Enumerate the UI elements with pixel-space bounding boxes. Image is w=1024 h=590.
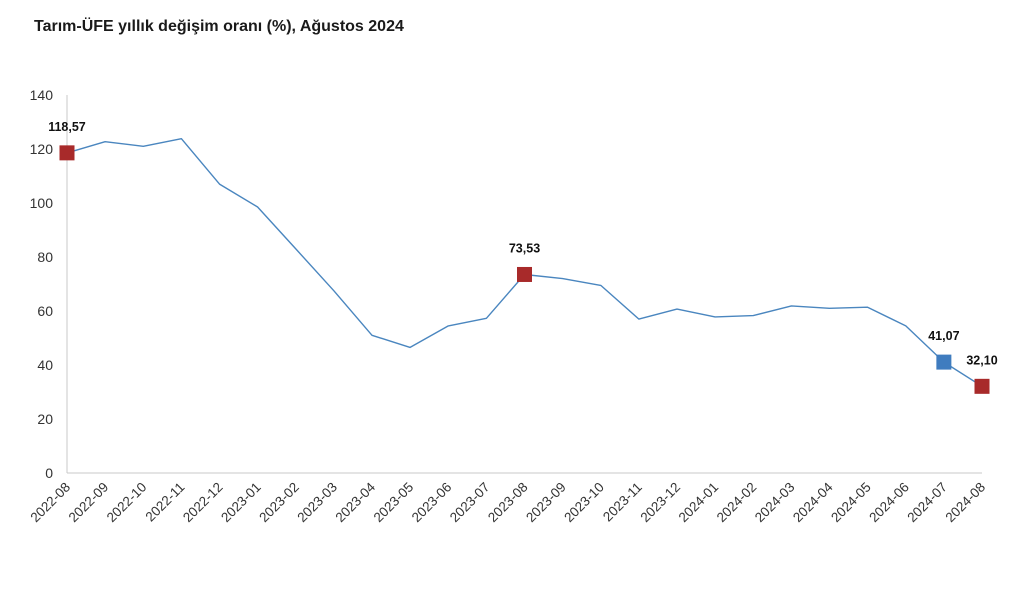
x-tick-label: 2024-05 <box>828 480 874 526</box>
x-tick-label: 2023-03 <box>294 480 340 526</box>
highlight-markers <box>59 145 990 394</box>
y-tick-label: 40 <box>37 357 53 373</box>
x-tick-label: 2023-11 <box>600 480 645 525</box>
y-tick-label: 60 <box>37 303 53 319</box>
x-tick-label: 2024-07 <box>904 480 950 526</box>
x-tick-label: 2023-05 <box>371 480 417 526</box>
y-tick-label: 0 <box>45 465 53 481</box>
data-label: 118,57 <box>48 120 86 134</box>
data-labels: 118,57 73,53 41,07 32,10 <box>48 120 997 367</box>
x-tick-label: 2023-12 <box>637 480 683 526</box>
x-tick-label: 2022-09 <box>66 480 112 526</box>
x-tick-label: 2024-04 <box>790 479 836 525</box>
data-label: 41,07 <box>928 329 959 343</box>
y-tick-label: 140 <box>30 87 54 103</box>
x-tick-label: 2024-03 <box>752 480 798 526</box>
y-tick-label: 20 <box>37 411 53 427</box>
x-tick-label: 2023-07 <box>447 480 493 526</box>
data-label: 32,10 <box>966 353 997 367</box>
x-tick-label: 2023-02 <box>256 480 302 526</box>
x-tick-label: 2023-10 <box>561 480 607 526</box>
highlight-marker <box>517 266 532 282</box>
highlight-marker <box>59 145 75 161</box>
x-tick-label: 2023-01 <box>218 480 264 526</box>
x-tick-label: 2022-10 <box>104 480 150 526</box>
x-tick-label: 2024-06 <box>866 480 912 526</box>
x-tick-label: 2023-09 <box>523 480 569 526</box>
y-tick-labels: 0 20 40 60 80 100 120 140 <box>30 87 54 481</box>
x-tick-label: 2022-12 <box>180 480 226 526</box>
x-tick-label: 2024-08 <box>942 480 988 526</box>
highlight-marker <box>974 378 990 394</box>
x-tick-label: 2024-02 <box>714 480 760 526</box>
series-line <box>66 137 983 387</box>
x-tick-label: 2023-08 <box>485 480 531 526</box>
data-label: 73,53 <box>509 241 540 255</box>
chart-title: Tarım-ÜFE yıllık değişim oranı (%), Ağus… <box>34 18 404 35</box>
y-tick-label: 100 <box>30 195 54 211</box>
x-tick-labels: 2022-082022-092022-102022-112022-122023-… <box>27 479 988 525</box>
x-tick-label: 2022-08 <box>27 480 73 526</box>
x-tick-label: 2024-01 <box>676 480 722 526</box>
x-tick-label: 2023-06 <box>409 480 455 526</box>
y-tick-label: 80 <box>37 249 53 265</box>
highlight-marker <box>936 354 952 370</box>
x-tick-label: 2023-04 <box>332 479 378 525</box>
y-tick-label: 120 <box>30 141 54 157</box>
x-tick-label: 2022-11 <box>143 480 188 525</box>
